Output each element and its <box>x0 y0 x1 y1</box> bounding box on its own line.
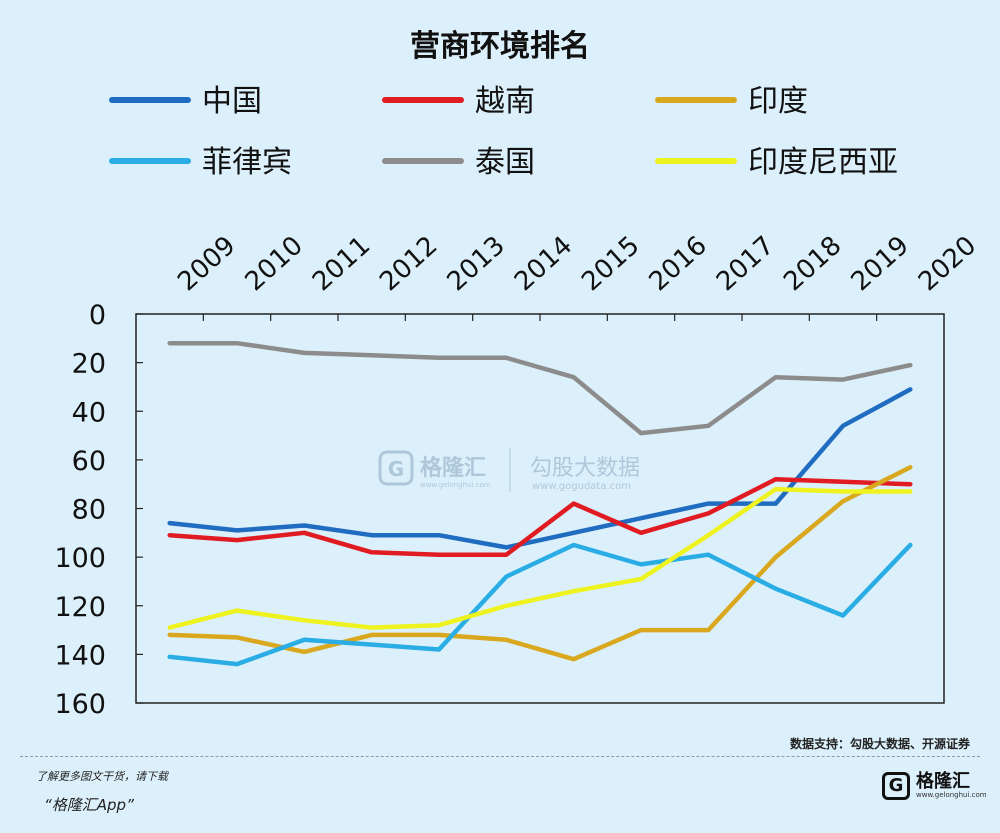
watermark-brand: 格隆汇 <box>420 455 486 481</box>
footer-divider <box>20 756 980 757</box>
legend-item: 印度尼西亚 <box>655 145 898 180</box>
y-axis-tick-labels: 0 20 40 60 80 100 120 140 160 <box>54 300 106 720</box>
x-tick-label: 2011 <box>307 231 376 298</box>
y-tick-label: 40 <box>72 397 106 428</box>
brand-name: 格隆汇 <box>916 771 970 792</box>
app-name: “格隆汇App” <box>44 796 134 814</box>
x-tick-label: 2020 <box>913 231 982 298</box>
legend-label: 印度 <box>748 84 808 119</box>
watermark-brand-url: www.gelonghui.com <box>420 481 491 489</box>
legend-item: 印度 <box>655 84 808 119</box>
y-tick-label: 60 <box>72 446 106 477</box>
legend-label: 越南 <box>475 84 535 119</box>
y-tick-label: 0 <box>89 300 106 331</box>
legend-item: 菲律宾 <box>109 145 292 180</box>
x-tick-label: 2010 <box>240 231 309 298</box>
download-note: 了解更多图文干货，请下载 <box>36 770 168 783</box>
series-lines <box>167 340 913 667</box>
footer-note: 了解更多图文干货，请下载 “格隆汇App” <box>36 768 168 815</box>
x-axis-tick-labels: 2009201020112012201320142015201620172018… <box>172 231 982 298</box>
y-tick-label: 160 <box>54 689 106 720</box>
series-line <box>167 486 913 630</box>
x-tick-label: 2016 <box>644 231 713 298</box>
series-line <box>167 340 913 436</box>
brand-logo-icon: G <box>882 772 910 800</box>
legend-label: 菲律宾 <box>202 145 292 180</box>
x-tick-label: 2014 <box>509 231 578 298</box>
legend-label: 中国 <box>202 84 262 119</box>
chart-title: 营商环境排名 <box>410 29 590 64</box>
y-tick-label: 80 <box>72 495 106 526</box>
y-tick-label: 140 <box>54 640 106 671</box>
plot-frame <box>135 313 945 704</box>
brand-logo: G 格隆汇 www.gelonghui.com <box>882 772 987 800</box>
legend-item: 泰国 <box>382 145 535 180</box>
x-tick-label: 2012 <box>374 231 443 298</box>
legend-item: 中国 <box>109 84 262 119</box>
x-tick-label: 2017 <box>711 231 780 298</box>
y-tick-label: 100 <box>54 543 106 574</box>
y-tick-label: 20 <box>72 349 106 380</box>
data-source: 数据支持：勾股大数据、开源证券 <box>789 737 970 751</box>
legend-item: 越南 <box>382 84 535 119</box>
x-tick-label: 2013 <box>442 231 511 298</box>
y-tick-label: 120 <box>54 592 106 623</box>
series-line <box>167 464 913 662</box>
plot-border <box>135 313 945 704</box>
x-tick-label: 2015 <box>576 231 645 298</box>
watermark-logo-letter: G <box>388 457 404 481</box>
legend-label: 印度尼西亚 <box>748 145 898 180</box>
legend-label: 泰国 <box>475 145 535 180</box>
series-line <box>167 477 913 557</box>
watermark: G 格隆汇 www.gelonghui.com 勾股大数据 www.goguda… <box>378 448 640 492</box>
watermark-partner-url: www.gogudata.com <box>532 481 631 492</box>
brand-url: www.gelonghui.com <box>916 791 987 799</box>
x-tick-label: 2009 <box>172 231 241 298</box>
watermark-partner: 勾股大数据 <box>530 456 640 481</box>
watermark-logo-icon <box>378 450 414 486</box>
x-tick-label: 2019 <box>846 231 915 298</box>
series-line <box>167 542 913 667</box>
x-tick-label: 2018 <box>778 231 847 298</box>
